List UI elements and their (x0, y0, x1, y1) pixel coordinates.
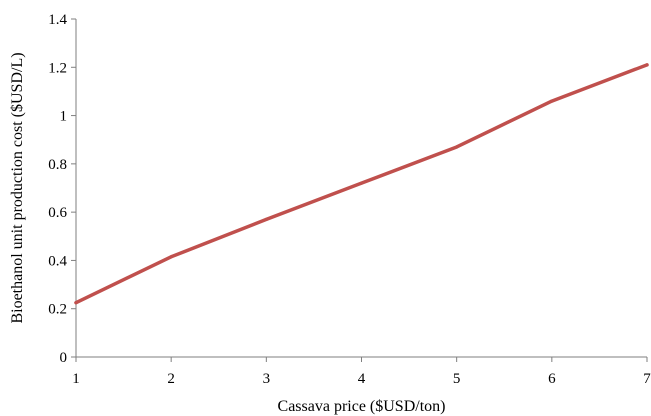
data-point (645, 63, 649, 67)
y-tick-label: 1.2 (48, 60, 67, 76)
data-point (359, 181, 364, 185)
y-axis-title: Bioethanol unit production cost ($USD/L) (9, 52, 26, 323)
data-point (169, 255, 173, 259)
x-tick-label: 7 (643, 371, 651, 387)
x-tick-label: 5 (453, 371, 461, 387)
x-tick-label: 1 (72, 371, 80, 387)
y-tick-label: 0.4 (48, 253, 67, 269)
y-tick-label: 0 (60, 350, 68, 366)
y-tick-label: 0.6 (48, 205, 67, 221)
series-layer (74, 63, 649, 305)
y-tick-label: 1 (60, 109, 68, 125)
data-point (264, 217, 268, 221)
x-axis-ticks: 1 2 3 4 5 6 7 (72, 357, 651, 387)
data-point (455, 145, 459, 149)
x-tick-label: 2 (167, 371, 175, 387)
data-point (550, 99, 554, 103)
data-point (74, 301, 78, 305)
y-axis-ticks: 0 0.2 0.4 0.6 0.8 1 1.2 1.4 (48, 12, 76, 366)
x-tick-label: 6 (548, 371, 556, 387)
x-axis-title: Cassava price ($USD/ton) (278, 398, 446, 415)
y-tick-label: 1.4 (48, 12, 67, 28)
y-tick-label: 0.8 (48, 157, 67, 173)
x-tick-label: 4 (358, 371, 366, 387)
y-tick-label: 0.2 (48, 302, 67, 318)
x-tick-label: 3 (263, 371, 271, 387)
